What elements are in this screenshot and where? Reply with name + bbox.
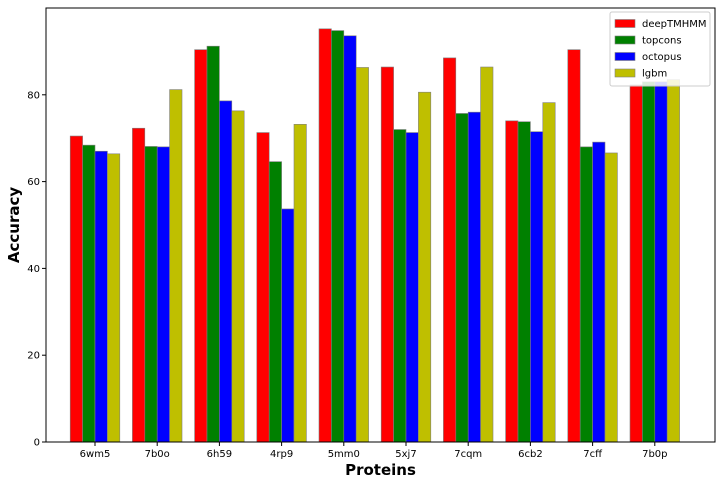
bar-deeptmhmm-6wm5 (69, 135, 83, 443)
x-tick-label: 7cff (583, 449, 603, 460)
bar-topcons-7cff (579, 146, 593, 443)
bar-lgbm-6h59 (231, 110, 245, 443)
bar-deeptmhmm-4rp9 (256, 132, 270, 443)
bar-octopus-5mm0 (343, 35, 357, 443)
y-axis: 0 20 40 60 80 (27, 90, 46, 449)
bar-topcons-7b0p (642, 81, 656, 443)
bar-deeptmhmm-6cb2 (505, 120, 519, 443)
bar-deeptmhmm-7cff (567, 49, 581, 443)
bar-octopus-6cb2 (530, 131, 544, 443)
legend-swatch-octopus (614, 52, 636, 61)
plot-frame (45, 7, 716, 443)
bar-deeptmhmm-7b0o (132, 127, 146, 443)
x-axis: 6wm5 7b0o 6h59 4rp9 5mm0 5xj7 7cqm 6cb2 7cff 7b0p (80, 442, 668, 460)
legend-label-deeptmhmm: deepTMHMM (642, 19, 707, 30)
bar-octopus-7b0p (654, 81, 668, 443)
legend-label-topcons: topcons (642, 36, 682, 47)
y-tick-label: 0 (34, 438, 40, 449)
bar-deeptmhmm-5mm0 (318, 28, 332, 443)
bar-lgbm-5xj7 (418, 91, 432, 443)
bar-topcons-6h59 (206, 45, 220, 443)
legend-swatch-deeptmhmm (614, 19, 636, 28)
y-tick-label: 40 (27, 264, 40, 275)
x-tick-label: 6wm5 (80, 449, 111, 460)
bar-topcons-5xj7 (393, 129, 407, 443)
y-tick-label: 20 (27, 351, 40, 362)
bar-octopus-5xj7 (405, 132, 419, 443)
x-tick-label: 6cb2 (518, 449, 543, 460)
legend-label-octopus: octopus (642, 52, 682, 63)
x-tick-label: 5xj7 (395, 449, 416, 460)
bar-lgbm-7cff (604, 152, 618, 443)
bar-deeptmhmm-7cqm (443, 57, 457, 443)
bar-octopus-7b0o (156, 146, 170, 443)
bar-topcons-6wm5 (82, 144, 96, 443)
legend-swatch-topcons (614, 35, 636, 45)
y-axis-title: Accuracy (5, 187, 23, 263)
bar-lgbm-5mm0 (355, 67, 369, 443)
y-tick-label: 80 (27, 90, 40, 101)
legend-label-lgbm: lgbm (642, 69, 667, 80)
bar-deeptmhmm-6h59 (194, 49, 208, 443)
legend-box (609, 11, 711, 87)
bar-topcons-5mm0 (331, 30, 345, 443)
x-tick-label: 7b0o (145, 449, 170, 460)
x-tick-label: 6h59 (207, 449, 232, 460)
bar-octopus-7cff (592, 141, 606, 443)
bar-deeptmhmm-7b0p (629, 84, 643, 443)
bar-lgbm-7b0p (666, 79, 680, 443)
bar-lgbm-4rp9 (293, 124, 307, 443)
x-tick-label: 7b0p (642, 449, 667, 460)
bar-topcons-6cb2 (517, 121, 531, 443)
bar-lgbm-7b0o (169, 89, 183, 443)
bar-topcons-4rp9 (268, 161, 282, 443)
bar-group (69, 28, 680, 443)
bar-lgbm-6cb2 (542, 102, 556, 443)
bar-octopus-7cqm (467, 111, 481, 443)
bar-deeptmhmm-5xj7 (380, 66, 394, 443)
y-tick-label: 60 (27, 177, 40, 188)
bar-octopus-6h59 (219, 100, 233, 443)
x-tick-label: 7cqm (454, 449, 482, 460)
x-tick-label: 5mm0 (328, 449, 360, 460)
bar-topcons-7b0o (144, 146, 158, 443)
bar-lgbm-6wm5 (107, 153, 121, 443)
bar-lgbm-7cqm (480, 66, 494, 443)
bar-topcons-7cqm (455, 113, 469, 443)
legend-swatch-lgbm (614, 68, 636, 78)
x-axis-title: Proteins (345, 461, 416, 479)
bar-octopus-4rp9 (281, 208, 295, 443)
x-tick-label: 4rp9 (270, 449, 293, 460)
legend: deepTMHMM topcons octopus lgbm (609, 11, 711, 87)
bar-octopus-6wm5 (94, 150, 108, 443)
